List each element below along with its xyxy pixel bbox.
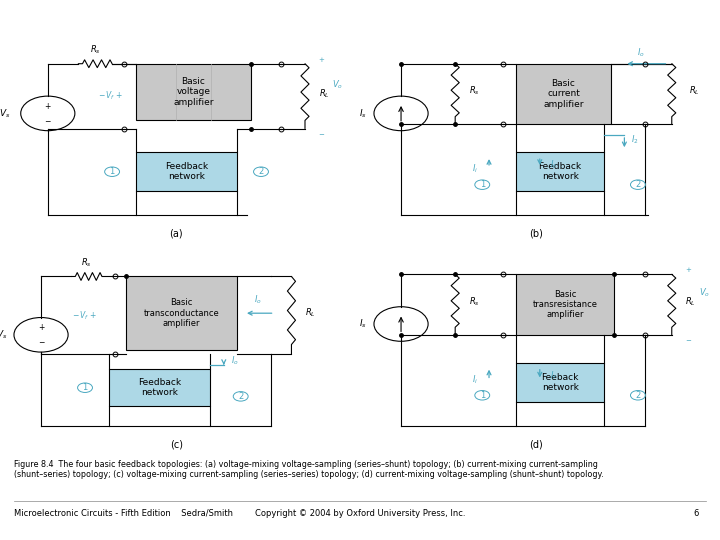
Text: $R_s$: $R_s$ [469, 85, 480, 97]
Text: 6: 6 [693, 509, 698, 517]
Text: $I_s$: $I_s$ [359, 318, 367, 330]
Text: (d): (d) [529, 439, 544, 449]
Bar [136, 152, 238, 191]
Bar [516, 274, 614, 335]
Text: +: + [45, 102, 51, 111]
Text: +: + [685, 267, 691, 273]
Text: $-\, V_f \,+$: $-\, V_f \,+$ [73, 309, 98, 322]
Text: 2: 2 [635, 391, 641, 400]
Text: $V_s$: $V_s$ [0, 107, 11, 120]
Text: +: + [318, 57, 325, 63]
Text: −: − [318, 132, 325, 138]
Text: $I_2$: $I_2$ [631, 133, 639, 146]
Text: Feeback
network: Feeback network [541, 373, 579, 392]
Bar [516, 64, 611, 124]
Text: −: − [38, 338, 44, 347]
Text: $I_s$: $I_s$ [359, 107, 367, 120]
Text: $I_f$: $I_f$ [550, 369, 557, 381]
Bar [125, 276, 238, 350]
Text: $V_o$: $V_o$ [699, 287, 710, 299]
Text: $I_i$: $I_i$ [472, 373, 479, 386]
Text: $I_f$: $I_f$ [550, 158, 557, 171]
Text: 1: 1 [82, 383, 88, 392]
Text: 2: 2 [258, 167, 264, 176]
Text: 2: 2 [635, 180, 641, 189]
Text: $V_s$: $V_s$ [0, 328, 7, 341]
Bar [516, 363, 604, 402]
Text: Basic
transconductance
amplifier: Basic transconductance amplifier [143, 298, 220, 328]
Text: Copyright © 2004 by Oxford University Press, Inc.: Copyright © 2004 by Oxford University Pr… [255, 509, 465, 517]
Text: $R_L$: $R_L$ [685, 295, 696, 308]
Text: +: + [38, 323, 44, 332]
Text: Feedback
network: Feedback network [539, 162, 582, 181]
Text: Microelectronic Circuits - Fifth Edition    Sedra/Smith: Microelectronic Circuits - Fifth Edition… [14, 509, 233, 517]
Text: 1: 1 [109, 167, 114, 176]
Bar [109, 369, 210, 406]
Text: Feedback
network: Feedback network [138, 378, 181, 397]
Text: $-\, V_f \,+$: $-\, V_f \,+$ [98, 90, 123, 103]
Text: $R_L$: $R_L$ [305, 306, 316, 319]
Text: $R_s$: $R_s$ [81, 256, 92, 269]
Text: $R_L$: $R_L$ [689, 85, 699, 97]
Text: $I_o$: $I_o$ [637, 46, 645, 58]
Text: 1: 1 [480, 391, 485, 400]
Text: $I_i$: $I_i$ [472, 163, 479, 175]
Text: −: − [45, 117, 51, 126]
Text: 2: 2 [238, 392, 243, 401]
Text: $V_o$: $V_o$ [332, 78, 343, 91]
Text: Basic
current
amplifier: Basic current amplifier [543, 79, 584, 109]
Text: 1: 1 [480, 180, 485, 189]
Text: (c): (c) [170, 439, 183, 449]
Text: $R_L$: $R_L$ [318, 87, 329, 99]
Bar [516, 152, 604, 191]
Bar [136, 64, 251, 120]
Text: $R_s$: $R_s$ [469, 295, 480, 308]
Text: Basic
transresistance
amplifier: Basic transresistance amplifier [533, 289, 598, 320]
Text: $I_o$: $I_o$ [230, 355, 238, 367]
Text: Basic
voltage
amplifier: Basic voltage amplifier [173, 77, 214, 107]
Text: $R_s$: $R_s$ [90, 44, 101, 56]
Text: Figure 8.4  The four basic feedback topologies: (a) voltage-mixing voltage-sampl: Figure 8.4 The four basic feedback topol… [14, 460, 604, 480]
Text: Feedback
network: Feedback network [165, 162, 208, 181]
Text: −: − [685, 339, 691, 345]
Text: (b): (b) [529, 228, 544, 239]
Text: (a): (a) [170, 228, 183, 239]
Text: $I_o$: $I_o$ [253, 293, 261, 306]
